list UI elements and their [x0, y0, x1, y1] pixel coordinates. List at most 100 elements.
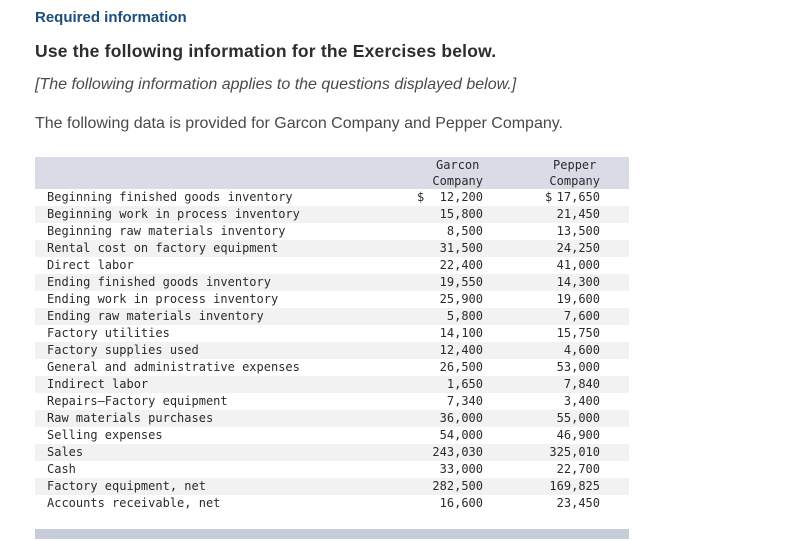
garcon-amount-cell: 8,500: [417, 223, 483, 240]
pepper-amount-cell: 19,600: [483, 291, 629, 308]
required-information-label: Required information: [35, 9, 187, 26]
garcon-amount-cell: 31,500: [417, 240, 483, 257]
table-row: Selling expenses 54,000 46,900: [35, 427, 629, 444]
amount: 26,500: [439, 360, 483, 374]
row-label: Repairs—Factory equipment: [47, 394, 228, 408]
garcon-amount-cell: 282,500: [417, 478, 483, 495]
garcon-amount-cell: 26,500: [417, 359, 483, 376]
amount: 12,200: [439, 190, 483, 204]
amount: 1,650: [446, 377, 483, 391]
amount: 19,600: [556, 292, 600, 306]
amount: 55,000: [556, 411, 600, 425]
table-row: Ending finished goods inventory 19,550 14,…: [35, 274, 629, 291]
amount: 36,000: [439, 411, 483, 425]
table-row: Ending raw materials inventory 5,800 7,600: [35, 308, 629, 325]
garcon-amount-cell: 14,100: [417, 325, 483, 342]
amount: 13,500: [556, 224, 600, 238]
pepper-amount-cell: 22,700: [483, 461, 629, 478]
amount: 7,600: [563, 309, 600, 323]
row-label: Factory utilities: [47, 326, 170, 340]
row-label: Beginning raw materials inventory: [47, 224, 286, 238]
table-row: Factory supplies used 12,400 4,600: [35, 342, 629, 359]
amount: 54,000: [439, 428, 483, 442]
dollar-sign: $: [545, 190, 553, 204]
pepper-header-line1: Pepper: [553, 158, 597, 172]
pepper-amount-cell: 4,600: [483, 342, 629, 359]
data-table-body: Beginning finished goods inventory $12,20…: [35, 189, 629, 512]
garcon-amount-cell: 12,400: [417, 342, 483, 359]
amount: 23,450: [556, 496, 600, 510]
garcon-amount-cell: 243,030: [417, 444, 483, 461]
amount: 41,000: [556, 258, 600, 272]
table-row: Beginning finished goods inventory $12,20…: [35, 189, 629, 206]
garcon-amount-cell: 33,000: [417, 461, 483, 478]
company-data-table-container: Garcon Company Pepper Company Beginning …: [35, 157, 629, 512]
pepper-amount-cell: 7,840: [483, 376, 629, 393]
amount: 14,100: [439, 326, 483, 340]
row-label: Ending finished goods inventory: [35, 274, 417, 291]
garcon-amount-cell: 5,800: [417, 308, 483, 325]
amount: 15,750: [556, 326, 600, 340]
amount: 21,450: [556, 207, 600, 221]
amount: 325,010: [549, 445, 600, 459]
pepper-amount-cell: 53,000: [483, 359, 629, 376]
row-label: Ending work in process inventory: [47, 292, 279, 306]
amount: 8,500: [446, 224, 483, 238]
exercise-heading: Use the following information for the Ex…: [35, 41, 497, 61]
table-row: Ending work in process inventory 25,900 19…: [35, 291, 629, 308]
row-label: General and administrative expenses: [47, 360, 300, 374]
amount: 14,300: [556, 275, 600, 289]
amount: 282,500: [432, 479, 483, 493]
row-label: Selling expenses: [47, 428, 163, 442]
row-label: Beginning finished goods inventory: [47, 190, 293, 204]
table-row: Rental cost on factory equipment 31,500 24…: [35, 240, 629, 257]
pepper-amount-cell: 3,400: [483, 393, 629, 410]
garcon-header-line1: Garcon: [436, 158, 480, 172]
row-label: Factory equipment, net: [35, 478, 417, 495]
amount: 15,800: [439, 207, 483, 221]
amount: 7,840: [563, 377, 600, 391]
amount: 12,400: [439, 343, 483, 357]
garcon-company-header: Garcon Company: [417, 157, 483, 189]
pepper-amount-cell: 13,500: [483, 223, 629, 240]
table-row: Beginning raw materials inventory 8,500 13…: [35, 223, 629, 240]
amount: 24,250: [556, 241, 600, 255]
row-label: Direct labor: [47, 258, 134, 272]
row-label: Sales: [35, 444, 417, 461]
pepper-amount-cell: 7,600: [483, 308, 629, 325]
row-label: Rental cost on factory equipment: [35, 240, 417, 257]
pepper-amount-cell: 21,450: [483, 206, 629, 223]
garcon-header-line2: Company: [432, 174, 483, 188]
pepper-header-line2: Company: [549, 174, 600, 188]
amount: 7,340: [446, 394, 483, 408]
amount: 46,900: [556, 428, 600, 442]
row-label: Accounts receivable, net: [47, 496, 221, 510]
amount: 4,600: [563, 343, 600, 357]
garcon-amount-cell: 54,000: [417, 427, 483, 444]
table-row: Raw materials purchases 36,000 55,000: [35, 410, 629, 427]
garcon-amount-cell: 36,000: [417, 410, 483, 427]
garcon-amount-cell: 1,650: [417, 376, 483, 393]
table-row: Beginning work in process inventory 15,80…: [35, 206, 629, 223]
company-data-table: Garcon Company Pepper Company Beginning …: [35, 157, 629, 512]
garcon-amount-cell: 19,550: [417, 274, 483, 291]
intro-text: The following data is provided for Garco…: [35, 115, 563, 132]
pepper-amount-cell: 41,000: [483, 257, 629, 274]
table-horizontal-scrollbar[interactable]: [35, 529, 629, 539]
row-label: Factory supplies used: [35, 342, 417, 359]
table-row: Factory utilities 14,100 15,750: [35, 325, 629, 342]
table-row: Repairs—Factory equipment 7,340 3,400: [35, 393, 629, 410]
row-label: Indirect labor: [35, 376, 417, 393]
pepper-company-header: Pepper Company: [483, 157, 629, 189]
pepper-amount-cell: $17,650: [483, 189, 629, 206]
amount: 243,030: [432, 445, 483, 459]
amount: 3,400: [563, 394, 600, 408]
amount: 17,650: [556, 190, 600, 204]
garcon-amount-cell: 15,800: [417, 206, 483, 223]
pepper-amount-cell: 23,450: [483, 495, 629, 512]
amount: 33,000: [439, 462, 483, 476]
garcon-amount-cell: 7,340: [417, 393, 483, 410]
header-spacer-cell: [35, 157, 417, 189]
garcon-amount-cell: 25,900: [417, 291, 483, 308]
row-label: Ending raw materials inventory: [35, 308, 417, 325]
